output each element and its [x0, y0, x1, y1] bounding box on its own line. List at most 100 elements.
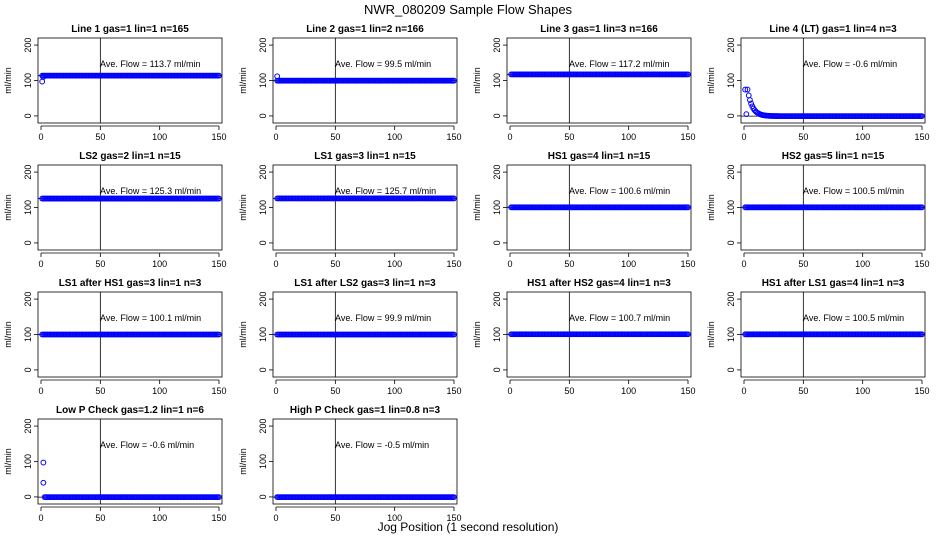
y-tick-label: 100	[258, 73, 268, 88]
data-points	[508, 204, 691, 211]
panel-title: HS1 after LS1 gas=4 lin=1 n=3	[762, 278, 905, 289]
x-tick-label: 0	[741, 386, 746, 396]
y-tick-label: 200	[258, 165, 268, 180]
average-flow-annotation: Ave. Flow = -0.6 ml/min	[803, 59, 897, 69]
y-tick-label: 0	[258, 113, 268, 118]
x-tick-label: 100	[855, 259, 870, 269]
data-points	[274, 494, 457, 500]
average-flow-annotation: Ave. Flow = 113.7 ml/min	[100, 59, 200, 69]
plot-frame	[740, 37, 926, 124]
y-axis-label: ml/min	[3, 67, 13, 94]
y-tick-label: 200	[492, 292, 502, 307]
data-point	[451, 77, 457, 84]
y-tick-label: 200	[726, 292, 736, 307]
average-flow-annotation: Ave. Flow = -0.6 ml/min	[100, 440, 194, 450]
x-tick-label: 150	[680, 132, 695, 142]
panel-11: HS1 after HS2 gas=4 lin=1 n=3 0 100 200 ml/m…	[472, 278, 696, 396]
data-point	[685, 204, 691, 211]
x-tick-label: 50	[330, 132, 340, 142]
x-tick-label: 100	[855, 132, 870, 142]
data-point	[747, 97, 753, 103]
x-tick-label: 0	[273, 386, 278, 396]
average-flow-annotation: Ave. Flow = 125.7 ml/min	[335, 186, 436, 196]
y-axis-label: ml/min	[3, 448, 13, 475]
x-tick-label: 0	[741, 259, 746, 269]
x-tick-label: 0	[38, 132, 43, 142]
y-tick-label: 100	[23, 327, 33, 342]
data-point	[685, 331, 691, 338]
x-tick-label: 150	[680, 386, 695, 396]
panel-title: HS1 after HS2 gas=4 lin=1 n=3	[527, 278, 671, 289]
panel-title: Line 4 (LT) gas=1 lin=4 n=3	[769, 24, 897, 35]
x-tick-label: 150	[680, 259, 695, 269]
y-tick-label: 200	[492, 38, 502, 53]
x-tick-label: 0	[38, 386, 43, 396]
panel-5: LS2 gas=2 lin=1 n=15 0 100 200 ml/min 0 50 100 1…	[3, 151, 227, 269]
data-points	[274, 73, 457, 84]
panel-4: Line 4 (LT) gas=1 lin=4 n=3 0 100 200 ml/min…	[706, 24, 930, 142]
x-tick-label: 100	[387, 386, 402, 396]
data-points	[742, 86, 925, 120]
y-axis-label: ml/min	[3, 321, 13, 348]
y-tick-label: 200	[492, 165, 502, 180]
panel-14: High P Check gas=1 lin=0.8 n=3 0 100 200 ml/…	[238, 405, 462, 523]
x-tick-label: 100	[387, 513, 402, 523]
y-axis-label: ml/min	[238, 67, 248, 94]
x-tick-label: 150	[914, 386, 929, 396]
panel-9: LS1 after HS1 gas=3 lin=1 n=3 0 100 200 ml/m…	[3, 278, 227, 396]
plot-frame	[272, 418, 458, 505]
x-tick-label: 50	[564, 259, 574, 269]
y-tick-label: 100	[258, 327, 268, 342]
panel-title: HS1 gas=4 lin=1 n=15	[548, 151, 651, 162]
y-tick-label: 0	[23, 240, 33, 245]
y-axis-label: ml/min	[472, 67, 482, 94]
panel-title: Line 1 gas=1 lin=1 n=165	[71, 24, 189, 35]
y-tick-label: 0	[726, 113, 736, 118]
x-tick-label: 50	[330, 513, 340, 523]
x-tick-label: 150	[446, 386, 461, 396]
x-tick-label: 0	[38, 259, 43, 269]
x-tick-label: 150	[446, 259, 461, 269]
x-tick-label: 100	[855, 386, 870, 396]
plot-frame	[37, 418, 223, 505]
x-tick-label: 0	[273, 513, 278, 523]
y-axis-label: ml/min	[238, 448, 248, 475]
average-flow-annotation: Ave. Flow = 100.5 ml/min	[803, 313, 904, 323]
y-tick-label: 200	[23, 419, 33, 434]
y-tick-label: 0	[726, 367, 736, 372]
x-tick-label: 100	[387, 259, 402, 269]
data-point	[216, 494, 222, 501]
panel-title: Line 3 gas=1 lin=3 n=166	[540, 24, 658, 35]
y-axis-label: ml/min	[706, 194, 716, 221]
x-tick-label: 100	[152, 132, 167, 142]
x-tick-label: 0	[273, 259, 278, 269]
figure-xlabel: Jog Position (1 second resolution)	[378, 520, 559, 534]
y-tick-label: 100	[23, 200, 33, 215]
data-point	[216, 195, 222, 202]
panel-2: Line 2 gas=1 lin=2 n=166 0 100 200 ml/min 0 50…	[238, 24, 462, 142]
y-tick-label: 0	[258, 240, 268, 245]
panel-title: Line 2 gas=1 lin=2 n=166	[306, 24, 424, 35]
average-flow-annotation: Ave. Flow = 125.3 ml/min	[100, 186, 201, 196]
data-point	[744, 86, 751, 93]
data-point	[216, 72, 222, 79]
data-point	[216, 331, 222, 338]
y-axis-label: ml/min	[472, 194, 482, 221]
x-tick-label: 0	[507, 386, 512, 396]
panel-title: LS1 gas=3 lin=1 n=15	[314, 151, 416, 162]
plot-frame	[272, 164, 458, 251]
x-tick-label: 100	[152, 513, 167, 523]
data-point	[745, 92, 752, 99]
x-tick-label: 0	[507, 132, 512, 142]
x-tick-label: 150	[211, 132, 226, 142]
x-tick-label: 0	[507, 259, 512, 269]
data-point	[748, 100, 755, 107]
data-point	[40, 459, 47, 466]
x-tick-label: 50	[330, 259, 340, 269]
average-flow-annotation: Ave. Flow = 99.9 ml/min	[335, 313, 431, 323]
x-tick-label: 50	[798, 386, 808, 396]
y-tick-label: 0	[23, 113, 33, 118]
x-tick-label: 150	[211, 513, 226, 523]
y-axis-label: ml/min	[238, 321, 248, 348]
average-flow-annotation: Ave. Flow = 99.5 ml/min	[335, 59, 431, 69]
